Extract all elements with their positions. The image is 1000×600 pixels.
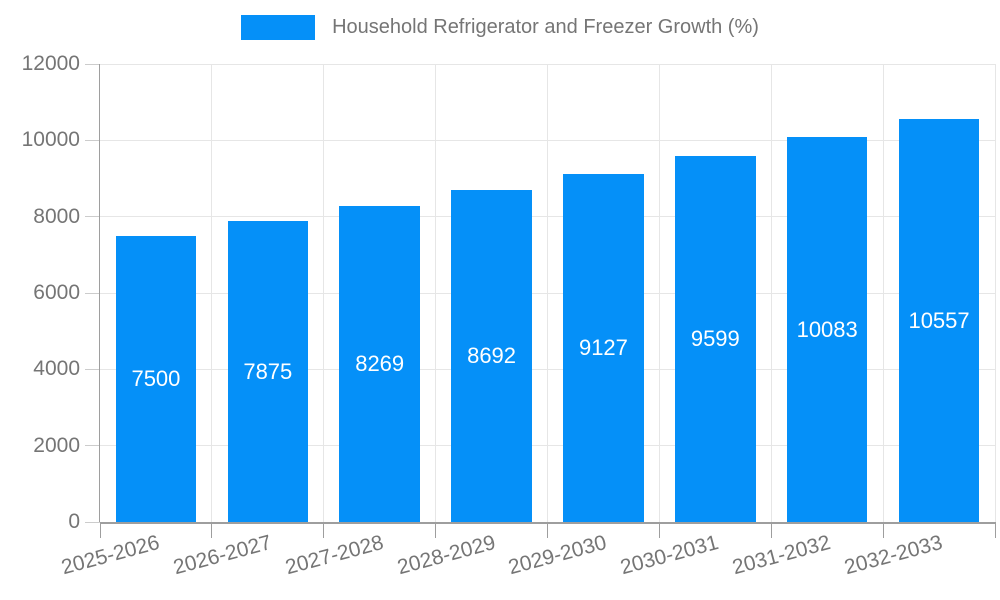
bar[interactable]: 8692 (451, 190, 532, 522)
gridline-vertical (435, 64, 437, 522)
bar[interactable]: 7875 (227, 221, 309, 522)
bar[interactable]: 7500 (115, 235, 197, 522)
gridline-vertical (882, 64, 884, 522)
bar[interactable]: 9127 (563, 173, 644, 522)
bar[interactable]: 9599 (675, 155, 756, 522)
y-axis-label: 8000 (33, 204, 80, 228)
y-axis-label: 6000 (33, 281, 80, 304)
gridline-vertical (547, 64, 548, 522)
x-axis-tick (770, 522, 772, 538)
chart-legend[interactable]: Household Refrigerator and Freezer Growt… (0, 15, 1000, 40)
y-axis-label: 2000 (33, 433, 80, 457)
bar-value-label: 8269 (355, 351, 405, 377)
bar-value-label: 7875 (243, 358, 293, 384)
x-axis-tick (211, 522, 213, 538)
gridline-vertical (211, 64, 213, 522)
y-axis-tick (85, 445, 100, 447)
x-axis-tick (323, 522, 325, 538)
y-axis-tick (85, 63, 100, 65)
bar-value-label: 9599 (690, 325, 740, 351)
x-axis-tick (658, 522, 660, 538)
y-axis-line (99, 64, 100, 522)
x-axis-line (100, 522, 995, 524)
gridline-vertical (658, 64, 660, 522)
y-axis-tick (85, 521, 100, 523)
bar[interactable]: 10557 (898, 119, 980, 522)
x-axis-tick (882, 522, 884, 538)
x-axis-tick (99, 522, 101, 538)
gridline-vertical (770, 64, 772, 522)
y-axis-label: 10000 (21, 128, 80, 152)
bar[interactable]: 8269 (339, 206, 420, 522)
y-axis-label: 0 (68, 510, 80, 533)
x-axis-tick (435, 522, 437, 538)
bar[interactable]: 10083 (786, 137, 868, 522)
x-axis-tick (994, 522, 996, 538)
y-axis-label: 4000 (33, 357, 80, 381)
legend-series-label: Household Refrigerator and Freezer Growt… (332, 16, 759, 38)
legend-color-swatch (241, 15, 316, 40)
gridline-vertical (994, 64, 996, 522)
bar-value-label: 9127 (578, 334, 628, 360)
gridline-vertical (323, 64, 325, 522)
y-axis-tick (85, 139, 100, 141)
x-axis-tick (547, 522, 548, 538)
bar-value-label: 10083 (796, 316, 858, 342)
y-axis-label: 12000 (21, 52, 80, 75)
y-axis-tick (85, 292, 100, 294)
bar-value-label: 8692 (467, 343, 517, 369)
bar-value-label: 10557 (908, 307, 970, 333)
bar-value-label: 7500 (131, 365, 181, 391)
y-axis-tick (85, 368, 100, 370)
y-axis-tick (85, 216, 100, 218)
